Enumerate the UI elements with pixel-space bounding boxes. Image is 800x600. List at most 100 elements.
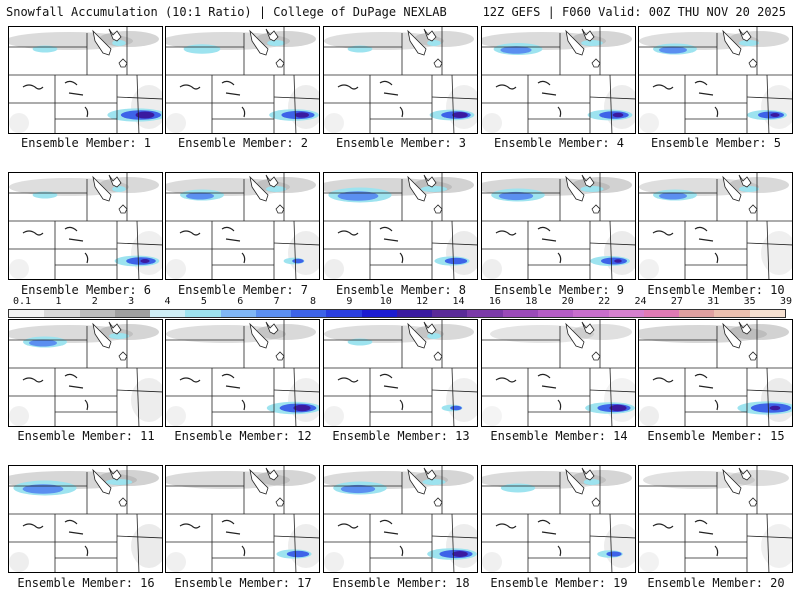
ensemble-member-label: Ensemble Member: 2 bbox=[177, 136, 309, 150]
river-line bbox=[698, 92, 714, 96]
river-line bbox=[241, 399, 246, 411]
snow-cyan bbox=[105, 479, 133, 485]
boundary-line bbox=[273, 535, 319, 539]
colorbar-tick-label: 7 bbox=[273, 296, 280, 307]
snow-blue bbox=[444, 257, 468, 265]
river-line bbox=[714, 252, 719, 264]
lake-outline bbox=[275, 351, 285, 361]
ensemble-map-panel bbox=[638, 319, 793, 427]
snow-gray bbox=[256, 324, 316, 340]
snow-band-blue-south bbox=[269, 109, 319, 121]
lake-outline bbox=[565, 29, 585, 56]
ensemble-map-panel bbox=[481, 26, 636, 134]
lake-outline bbox=[407, 175, 427, 202]
snowfall-map bbox=[9, 173, 162, 279]
lake-outline bbox=[407, 468, 427, 495]
colorbar-swatch bbox=[643, 310, 680, 317]
river-line bbox=[379, 373, 393, 379]
snowfall-map bbox=[482, 27, 635, 133]
river-line bbox=[221, 373, 235, 379]
snow-cyan bbox=[583, 479, 601, 485]
river-line bbox=[68, 385, 84, 389]
river-line bbox=[652, 230, 674, 236]
snow-purple bbox=[295, 112, 309, 118]
boundaries bbox=[324, 320, 477, 426]
river-line bbox=[84, 399, 89, 411]
snow-band-blue-south bbox=[434, 256, 470, 266]
snow-blue bbox=[606, 551, 622, 557]
lake-outline bbox=[275, 58, 285, 68]
boundary-line bbox=[609, 513, 613, 572]
lake-outline bbox=[92, 29, 112, 56]
boundaries bbox=[639, 173, 792, 279]
boundary-line bbox=[451, 74, 455, 133]
river-line bbox=[337, 523, 359, 529]
lake-outline bbox=[92, 468, 112, 495]
snow-band-blue-south bbox=[107, 108, 162, 122]
snow-purple bbox=[293, 404, 311, 412]
ensemble-member-label: Ensemble Member: 17 bbox=[174, 576, 312, 590]
colorbar-tick-label: 24 bbox=[634, 296, 647, 307]
boundaries bbox=[482, 320, 635, 426]
ensemble-map-panel bbox=[8, 172, 163, 280]
river-line bbox=[64, 226, 78, 232]
snow-gray bbox=[414, 31, 474, 47]
ensemble-map-panel bbox=[8, 319, 163, 427]
boundary-line bbox=[273, 389, 319, 393]
lake-outline bbox=[581, 321, 595, 335]
lake-outline bbox=[118, 58, 128, 68]
boundaries bbox=[324, 173, 477, 279]
lake-outline bbox=[423, 174, 437, 188]
snow-cyan bbox=[420, 186, 448, 192]
snowfall-map bbox=[9, 320, 162, 426]
river-line bbox=[22, 84, 44, 90]
colorbar-tick-label: 35 bbox=[743, 296, 756, 307]
lake-outline bbox=[108, 28, 122, 42]
river-line bbox=[652, 523, 674, 529]
colorbar-swatch bbox=[361, 310, 397, 317]
snow-light-gray bbox=[639, 113, 659, 133]
run-info: 12Z GEFS | F060 Valid: 00Z THU NOV 20 20… bbox=[482, 5, 786, 19]
snow-light-gray bbox=[9, 259, 29, 279]
lake-outline bbox=[118, 204, 128, 214]
river-line bbox=[225, 238, 241, 242]
snow-purple bbox=[612, 112, 624, 118]
snow-gray bbox=[729, 470, 789, 486]
snow-light-gray bbox=[9, 552, 29, 572]
ensemble-member-label: Ensemble Member: 1 bbox=[20, 136, 152, 150]
lake-outline bbox=[748, 58, 758, 68]
boundaries bbox=[166, 320, 319, 426]
river-line bbox=[557, 399, 562, 411]
ensemble-member-label: Ensemble Member: 5 bbox=[650, 136, 782, 150]
boundary-line bbox=[746, 389, 792, 393]
snow-light-gray bbox=[288, 85, 319, 129]
boundary-line bbox=[293, 367, 297, 426]
snowfall-map bbox=[9, 27, 162, 133]
ensemble-member-label: Ensemble Member: 15 bbox=[647, 429, 785, 443]
boundaries bbox=[324, 27, 477, 133]
lake-outline bbox=[591, 58, 601, 68]
boundaries bbox=[166, 466, 319, 572]
snowfall-map bbox=[324, 320, 477, 426]
snow-gray bbox=[414, 470, 474, 486]
boundary-line bbox=[136, 220, 140, 279]
colorbar-bar bbox=[8, 309, 786, 318]
lake-outline bbox=[433, 497, 443, 507]
river-line bbox=[383, 238, 399, 242]
product-title: Snowfall Accumulation (10:1 Ratio) | Col… bbox=[6, 5, 447, 19]
lake-outline bbox=[748, 351, 758, 361]
colorbar-legend: 0.1 1 2 3 4 5 6 7 8 9 10 12 14 16 18 20 22 24 27 31 35 39 bbox=[8, 296, 792, 318]
river-line bbox=[698, 385, 714, 389]
colorbar-swatch bbox=[44, 310, 80, 317]
ensemble-member-label: Ensemble Member: 4 bbox=[493, 136, 625, 150]
snow-cyan bbox=[112, 186, 126, 192]
snow-purple bbox=[614, 259, 622, 263]
snow-light-gray bbox=[324, 113, 344, 133]
boundaries bbox=[639, 320, 792, 426]
river-line bbox=[652, 84, 674, 90]
snow-light-gray bbox=[482, 406, 502, 426]
snow-cyan bbox=[266, 186, 286, 192]
snow-light-gray bbox=[604, 231, 635, 275]
lake-outline bbox=[265, 174, 279, 188]
snow-cyan bbox=[267, 40, 285, 46]
